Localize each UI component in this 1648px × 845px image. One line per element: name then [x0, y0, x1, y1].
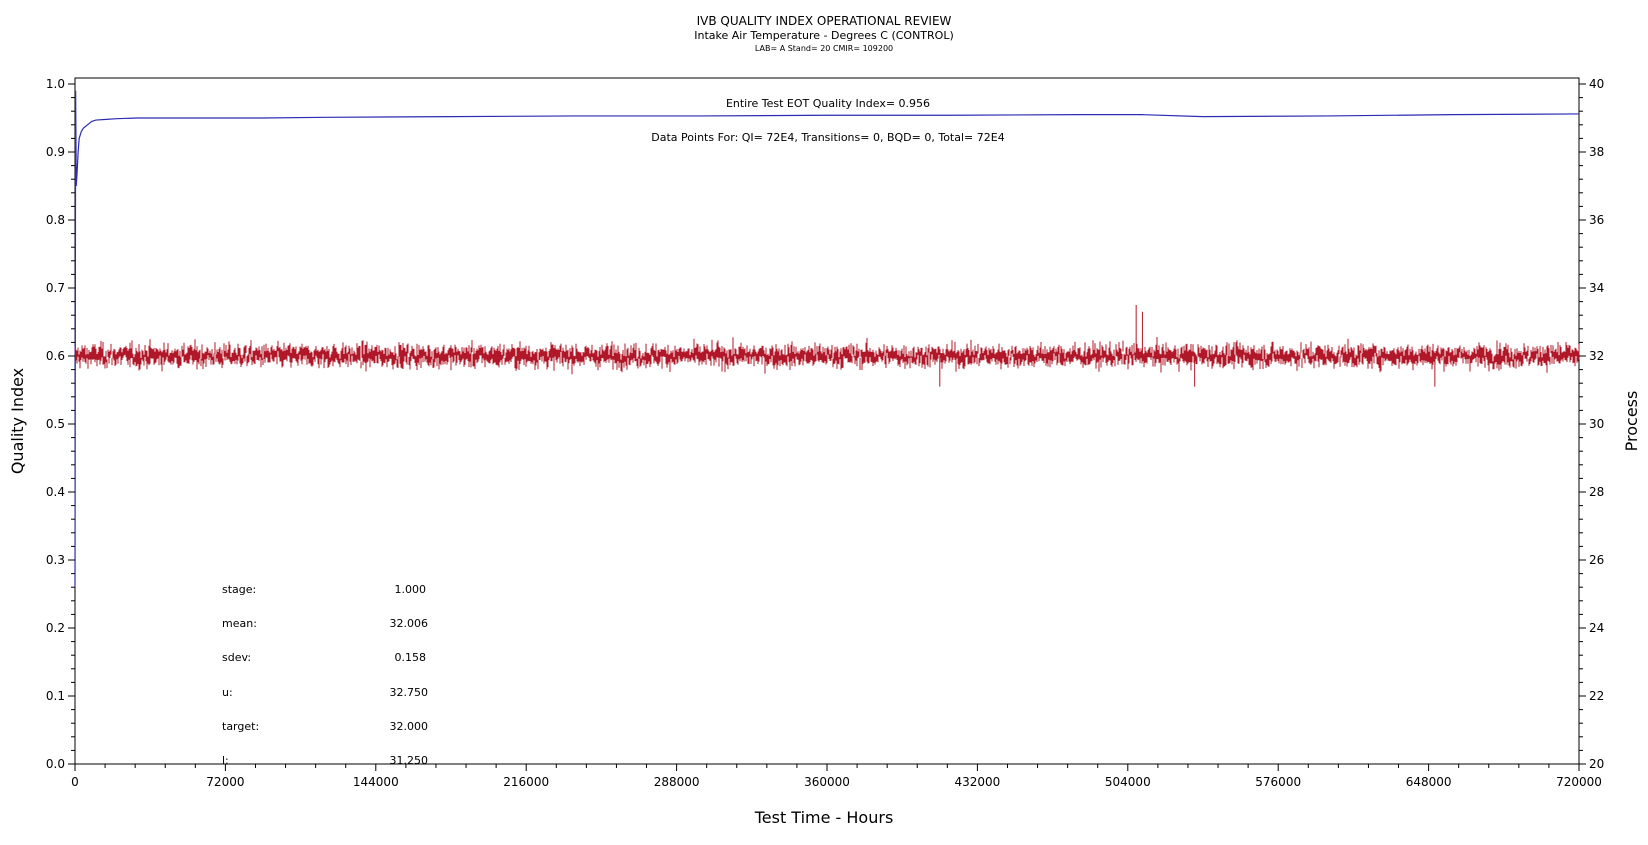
x-tick-label: 504000	[1105, 775, 1151, 789]
stat-value-sdev: 0.158	[395, 651, 427, 664]
y2-tick-label: 32	[1589, 349, 1604, 363]
stat-label-stage: stage:	[222, 583, 256, 596]
stat-value-u: 32.750	[390, 686, 429, 699]
stat-value-l: 31.250	[390, 754, 429, 767]
stats-block: stage: 1.000 mean: 32.006 sdev: 0.158 u:…	[222, 583, 428, 767]
y-tick-label: 0.6	[46, 349, 65, 363]
data-points-annotation: Data Points For: QI= 72E4, Transitions= …	[651, 131, 1004, 144]
x-tick-label: 432000	[954, 775, 1000, 789]
x-tick-label: 360000	[804, 775, 850, 789]
quality-index-line	[74, 90, 1580, 588]
y2-axis-ticks: 20 22 24 26 28 30 32 34 36 38 40	[1579, 77, 1604, 771]
y2-tick-label: 30	[1589, 417, 1604, 431]
y-tick-label: 0.4	[46, 485, 65, 499]
y2-tick-label: 28	[1589, 485, 1604, 499]
y-axis-label: Quality Index	[8, 368, 27, 474]
x-tick-label: 144000	[353, 775, 399, 789]
y-tick-label: 0.7	[46, 281, 65, 295]
y2-tick-label: 24	[1589, 621, 1604, 635]
process-series	[74, 337, 1580, 375]
process-noise-band	[74, 337, 1580, 375]
stat-label-sdev: sdev:	[222, 651, 251, 664]
stat-value-target: 32.000	[390, 720, 429, 733]
x-tick-label: 648000	[1406, 775, 1452, 789]
y-tick-label: 0.9	[46, 145, 65, 159]
y-tick-label: 0.0	[46, 757, 65, 771]
y2-tick-label: 34	[1589, 281, 1604, 295]
y-tick-label: 0.1	[46, 689, 65, 703]
process-spikes	[939, 305, 1436, 387]
chart-subtitle-2: LAB= A Stand= 20 CMIR= 109200	[755, 44, 893, 53]
y2-tick-label: 20	[1589, 757, 1604, 771]
y-tick-label: 0.8	[46, 213, 65, 227]
y-tick-label: 0.5	[46, 417, 65, 431]
y2-tick-label: 38	[1589, 145, 1604, 159]
stat-value-stage: 1.000	[395, 583, 427, 596]
x-tick-label: 72000	[206, 775, 244, 789]
chart-subtitle: Intake Air Temperature - Degrees C (CONT…	[694, 29, 954, 42]
y2-axis-label: Process	[1622, 391, 1641, 452]
y2-tick-label: 36	[1589, 213, 1604, 227]
stat-label-mean: mean:	[222, 617, 257, 630]
x-tick-label: 288000	[654, 775, 700, 789]
stat-label-target: target:	[222, 720, 259, 733]
x-axis-label: Test Time - Hours	[754, 808, 894, 827]
y2-tick-label: 40	[1589, 77, 1604, 91]
x-tick-label: 0	[71, 775, 79, 789]
stat-value-mean: 32.006	[390, 617, 429, 630]
x-tick-label: 216000	[503, 775, 549, 789]
y2-tick-label: 26	[1589, 553, 1604, 567]
quality-index-annotation: Entire Test EOT Quality Index= 0.956	[726, 97, 930, 110]
x-tick-label: 576000	[1255, 775, 1301, 789]
y-tick-label: 1.0	[46, 77, 65, 91]
y2-tick-label: 22	[1589, 689, 1604, 703]
y-tick-label: 0.2	[46, 621, 65, 635]
stat-label-l: l:	[222, 754, 229, 767]
stat-label-u: u:	[222, 686, 233, 699]
x-axis-ticks: 0 72000 144000 216000 288000 360000 432000 5040…	[71, 764, 1602, 789]
y-axis-ticks: 0.0 0.1 0.2 0.3 0.4 0.5 0.6 0.7 0.8 0.9 1.0	[46, 77, 75, 771]
x-tick-label: 720000	[1556, 775, 1602, 789]
plot-frame	[74, 77, 1580, 765]
y-tick-label: 0.3	[46, 553, 65, 567]
chart-title: IVB QUALITY INDEX OPERATIONAL REVIEW	[697, 14, 952, 28]
